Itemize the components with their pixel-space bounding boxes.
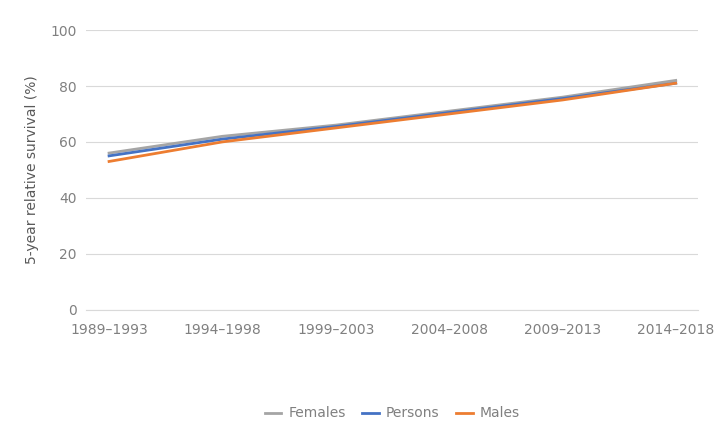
- Line: Males: Males: [109, 83, 676, 162]
- Persons: [672, 81, 680, 86]
- Persons: [104, 154, 113, 159]
- Females: [218, 134, 227, 139]
- Females: [445, 108, 454, 114]
- Persons: [558, 96, 567, 101]
- Females: [331, 123, 340, 128]
- Persons: [218, 137, 227, 142]
- Y-axis label: 5-year relative survival (%): 5-year relative survival (%): [25, 76, 39, 264]
- Males: [445, 111, 454, 117]
- Females: [558, 95, 567, 100]
- Persons: [445, 110, 454, 115]
- Males: [104, 159, 113, 164]
- Females: [672, 78, 680, 83]
- Males: [218, 139, 227, 144]
- Legend: Females, Persons, Males: Females, Persons, Males: [259, 400, 526, 426]
- Males: [672, 81, 680, 86]
- Line: Females: Females: [109, 80, 676, 153]
- Persons: [331, 124, 340, 129]
- Males: [331, 126, 340, 131]
- Males: [558, 98, 567, 103]
- Females: [104, 150, 113, 156]
- Line: Persons: Persons: [109, 83, 676, 156]
